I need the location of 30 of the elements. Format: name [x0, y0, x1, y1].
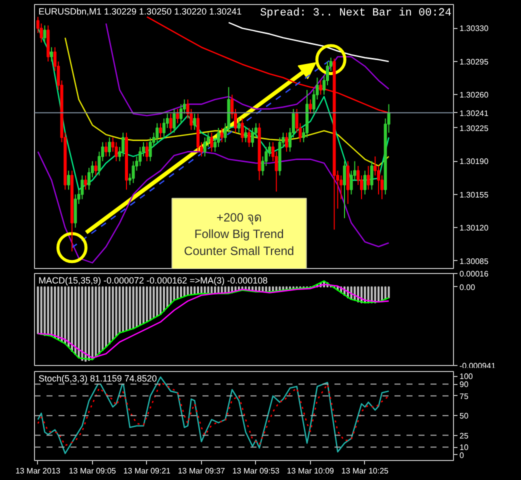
y-tick-label: 1.30260 [460, 90, 489, 100]
y-tick-label: 75 [460, 392, 469, 401]
x-tick-label: 13 Mar 09:05 [68, 466, 117, 476]
y-tick-label: 0.00016 [460, 270, 489, 278]
y-tick-label: 1.30120 [460, 224, 489, 233]
y-tick-label: 10 [460, 443, 469, 452]
y-tick-label: 50 [460, 412, 469, 421]
y-tick-label: 1.30085 [460, 256, 489, 266]
y-tick-label: 1.30155 [460, 190, 489, 200]
y-tick-label: 100 [460, 372, 474, 382]
x-tick-label: 13 Mar 09:37 [178, 466, 226, 476]
x-tick-label: 13 Mar 2013 [15, 466, 61, 476]
x-tick-label: 13 Mar 09:53 [232, 466, 280, 476]
x-tick-label: 13 Mar 10:09 [286, 466, 335, 476]
y-tick-label: 90 [460, 380, 469, 390]
y-tick-label: 0.00 [460, 282, 476, 292]
annotation: +200 จุด Follow Big Trend Counter Small Trend [184, 210, 294, 258]
y-tick-label: 1.30225 [460, 124, 489, 133]
chart-title: Stoch(5,3,3) 81.1159 74.8520 [38, 374, 157, 384]
annotation: Spread: 3.. Next Bar in 00:24 [260, 8, 452, 20]
y-tick-label: 1.30295 [460, 57, 489, 66]
ref-line-label: 1.30241 [460, 108, 489, 118]
chart-title: MACD(15,35,9) -0.000072 -0.000162 =>MA(3) -0.000108 [38, 276, 268, 286]
y-tick-label: 1.30330 [460, 24, 489, 34]
y-tick-label: 25 [460, 431, 469, 440]
x-tick-label: 13 Mar 09:21 [123, 466, 172, 476]
chart-title: EURUSDbn,M1 1.30229 1.30250 1.30220 1.30241 [38, 6, 242, 16]
y-tick-label: 1.30190 [460, 157, 489, 166]
x-tick-label: 13 Mar 10:25 [341, 466, 390, 476]
y-tick-label: 0 [460, 450, 464, 460]
